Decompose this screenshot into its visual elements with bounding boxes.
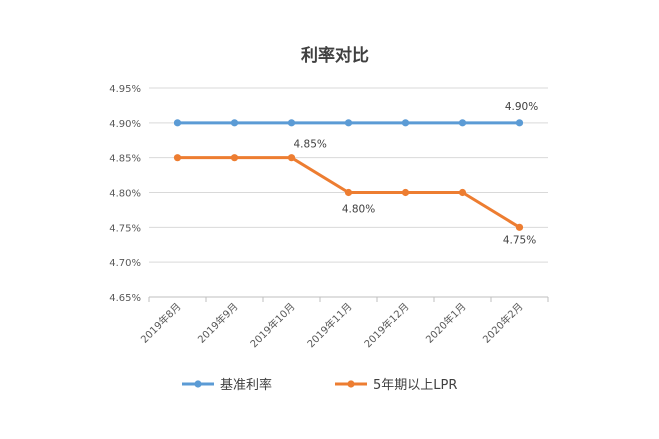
legend-marker bbox=[347, 380, 355, 388]
data-point bbox=[458, 188, 467, 197]
legend: 基准利率 5年期以上LPR bbox=[182, 377, 457, 393]
data-point bbox=[401, 119, 410, 127]
data-point bbox=[515, 223, 524, 231]
x-tick-label: 2020年1月 bbox=[423, 300, 469, 346]
x-axis-tick-labels: 2019年8月 2019年9月 2019年10月 2019年11月 2019年12月 20… bbox=[138, 300, 526, 350]
x-tick-label: 2019年9月 bbox=[195, 300, 241, 346]
data-point bbox=[515, 119, 524, 127]
data-point bbox=[230, 154, 239, 162]
y-tick-label: 4.65% bbox=[109, 293, 141, 304]
data-point bbox=[173, 154, 182, 162]
data-label: 4.80% bbox=[342, 204, 375, 216]
data-labels: 4.90% 4.85% 4.80% 4.75% bbox=[294, 101, 539, 246]
data-point bbox=[230, 119, 239, 127]
y-tick-label: 4.75% bbox=[109, 223, 141, 234]
y-tick-label: 4.85% bbox=[109, 154, 141, 165]
data-point bbox=[173, 119, 182, 127]
x-tick-label: 2019年12月 bbox=[361, 300, 411, 350]
y-tick-label: 4.90% bbox=[109, 119, 141, 130]
x-tick-label: 2020年2月 bbox=[480, 300, 526, 346]
data-point bbox=[344, 188, 353, 197]
data-point bbox=[287, 119, 296, 127]
y-tick-label: 4.70% bbox=[109, 258, 141, 269]
data-point bbox=[458, 119, 467, 127]
data-label: 4.90% bbox=[505, 101, 538, 113]
legend-label: 基准利率 bbox=[220, 377, 272, 393]
x-tick-label: 2019年11月 bbox=[304, 300, 354, 350]
legend-label: 5年期以上LPR bbox=[373, 378, 457, 393]
x-tick-label: 2019年10月 bbox=[247, 300, 297, 350]
data-point bbox=[401, 188, 410, 197]
data-label: 4.85% bbox=[294, 139, 327, 151]
x-tick-label: 2019年8月 bbox=[138, 300, 184, 346]
data-label: 4.75% bbox=[503, 234, 536, 246]
y-tick-label: 4.80% bbox=[109, 189, 141, 200]
data-point bbox=[344, 119, 353, 127]
data-point bbox=[287, 154, 296, 162]
series-lines bbox=[173, 119, 524, 231]
y-tick-label: 4.95% bbox=[109, 84, 141, 95]
y-axis-tick-labels: 4.65% 4.70% 4.75% 4.80% 4.85% 4.90% 4.95% bbox=[109, 84, 141, 304]
chart-title: 利率对比 bbox=[301, 45, 369, 66]
legend-marker bbox=[194, 380, 202, 388]
